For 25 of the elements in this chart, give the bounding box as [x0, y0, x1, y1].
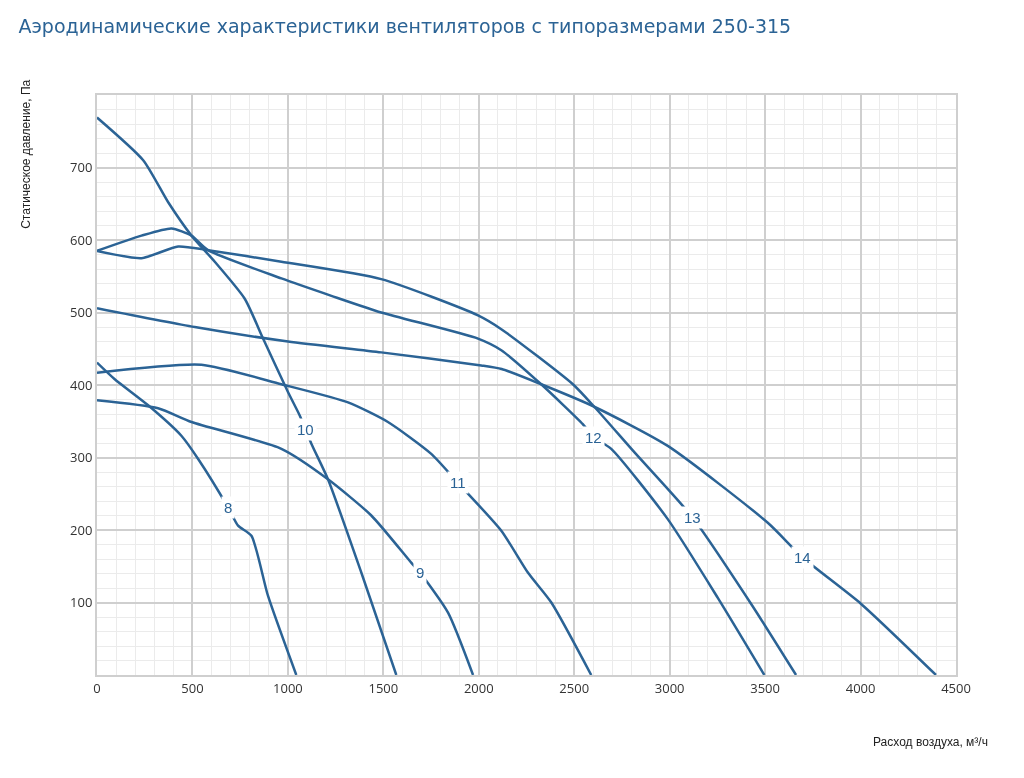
x-tick-label: 4500	[941, 678, 971, 697]
y-tick-label: 200	[70, 520, 93, 539]
y-tick-label: 300	[70, 448, 93, 467]
x-tick-label: 3500	[750, 678, 780, 697]
x-tick-label: 1500	[368, 678, 399, 697]
x-tick-label: 3000	[654, 678, 685, 697]
chart-title: Аэродинамические характеристики вентиляторов с типоразмерами 250-315	[18, 14, 792, 37]
annotation: 13	[684, 509, 701, 526]
y-tick-label: 100	[70, 593, 93, 612]
y-tick-label: 400	[70, 375, 93, 394]
x-tick-label: 2000	[463, 678, 494, 697]
x-tick-label: 1000	[273, 678, 303, 697]
x-tick-label: 0	[93, 678, 101, 697]
x-axis-title: Расход воздуха, м³/ч	[873, 735, 988, 749]
y-tick-label: 700	[70, 158, 93, 177]
x-tick-label: 500	[181, 678, 204, 697]
y-tick-label: 600	[70, 230, 93, 249]
annotation: 10	[297, 421, 314, 438]
y-tick-label: 500	[70, 303, 93, 322]
annotation: 12	[585, 429, 602, 446]
y-axis-title: Статическое давление, Па	[18, 79, 33, 229]
annotation: 14	[794, 549, 811, 566]
x-tick-label: 2500	[559, 678, 590, 697]
annotation: 11	[450, 474, 466, 491]
x-tick-label: 4000	[845, 678, 876, 697]
